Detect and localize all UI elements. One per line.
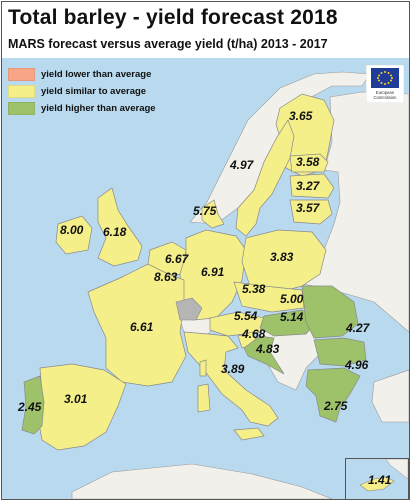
uk-region: [97, 187, 143, 267]
greece-region: [305, 367, 361, 423]
portugal-region: [21, 375, 45, 435]
eu-flag-icon: European Commission: [366, 65, 404, 103]
austria-region: [209, 311, 265, 337]
value-label-cyprus: 1.41: [368, 473, 392, 487]
value-label-sweden: 4.97: [230, 158, 254, 172]
value-label-netherlands: 6.67: [165, 252, 189, 266]
value-label-belgium: 8.63: [154, 270, 178, 284]
poland-region: [241, 229, 327, 295]
eu-higher-regions: [21, 285, 367, 435]
legend-swatch-lower: [8, 67, 35, 81]
legend-swatch-higher: [8, 101, 35, 115]
cyprus-region: [359, 476, 395, 492]
latvia-region: [289, 173, 335, 199]
value-label-france: 6.61: [130, 320, 154, 334]
legend-label-similar: yield similar to average: [41, 85, 147, 97]
legend-item-higher: yield higher than average: [8, 101, 156, 115]
denmark-region: [201, 199, 225, 229]
value-label-croatia: 4.83: [256, 342, 280, 356]
france-region: [87, 263, 187, 387]
legend-label-lower: yield lower than average: [41, 68, 152, 80]
value-label-spain: 3.01: [64, 392, 88, 406]
legend-item-lower: yield lower than average: [8, 67, 151, 81]
eu-similar-regions: [37, 93, 335, 451]
north-africa-land: [71, 463, 333, 499]
croatia-region: [243, 335, 285, 375]
cyprus-inset: 1.41: [345, 458, 409, 499]
legend-item-similar: yield similar to average: [8, 84, 146, 98]
romania-region: [301, 285, 359, 339]
turkey-land: [371, 369, 409, 423]
value-label-germany: 6.91: [201, 265, 225, 279]
value-label-latvia: 3.27: [296, 179, 320, 193]
value-label-portugal: 2.45: [18, 400, 42, 414]
legend: yield lower than average yield similar t…: [8, 64, 406, 116]
value-label-lithuania: 3.57: [296, 201, 320, 215]
non-eu-land: [71, 71, 409, 499]
estonia-region: [289, 153, 329, 173]
value-label-bulgaria: 4.27: [346, 321, 370, 335]
ireland-region: [55, 215, 93, 255]
value-label-greece-south: 2.75: [324, 399, 348, 413]
value-label-estonia: 3.58: [296, 155, 320, 169]
logo-text-line1: European: [376, 90, 395, 95]
sweden-region: [235, 119, 295, 237]
value-label-slovenia: 4.68: [242, 327, 266, 341]
europe-map: [2, 58, 409, 499]
sicily-region: [233, 427, 265, 441]
germany-region: [179, 229, 247, 321]
czech-slovakia-region: [233, 281, 305, 313]
map-title: Total barley - yield forecast 2018: [8, 6, 338, 29]
value-label-italy: 3.89: [221, 362, 245, 376]
italy-region: [183, 331, 279, 427]
legend-label-higher: yield higher than average: [41, 102, 156, 114]
value-label-austria: 5.54: [234, 309, 258, 323]
logo-text-line2: Commission: [373, 95, 397, 100]
value-label-ireland: 8.00: [60, 223, 84, 237]
value-label-hungary: 5.14: [280, 310, 304, 324]
value-label-poland: 3.83: [270, 250, 294, 264]
value-label-czech-republic: 5.38: [242, 282, 266, 296]
sardinia-region: [197, 383, 211, 413]
no-data-regions: [175, 297, 203, 321]
cyprus-inset-map: [346, 459, 408, 499]
value-label-finland: 3.65: [289, 109, 313, 123]
hungary-region: [259, 309, 319, 337]
value-label-uk: 6.18: [103, 225, 127, 239]
bulgaria-region: [313, 337, 367, 367]
value-label-denmark: 5.75: [193, 204, 217, 218]
map-subtitle: MARS forecast versus average yield (t/ha…: [8, 37, 328, 51]
corsica-region: [199, 359, 207, 377]
value-label-greece-north: 4.96: [345, 358, 369, 372]
lithuania-region: [289, 199, 333, 225]
value-label-romania: 5.00: [280, 292, 304, 306]
legend-swatch-similar: [8, 84, 35, 98]
luxembourg-region: [175, 297, 203, 321]
